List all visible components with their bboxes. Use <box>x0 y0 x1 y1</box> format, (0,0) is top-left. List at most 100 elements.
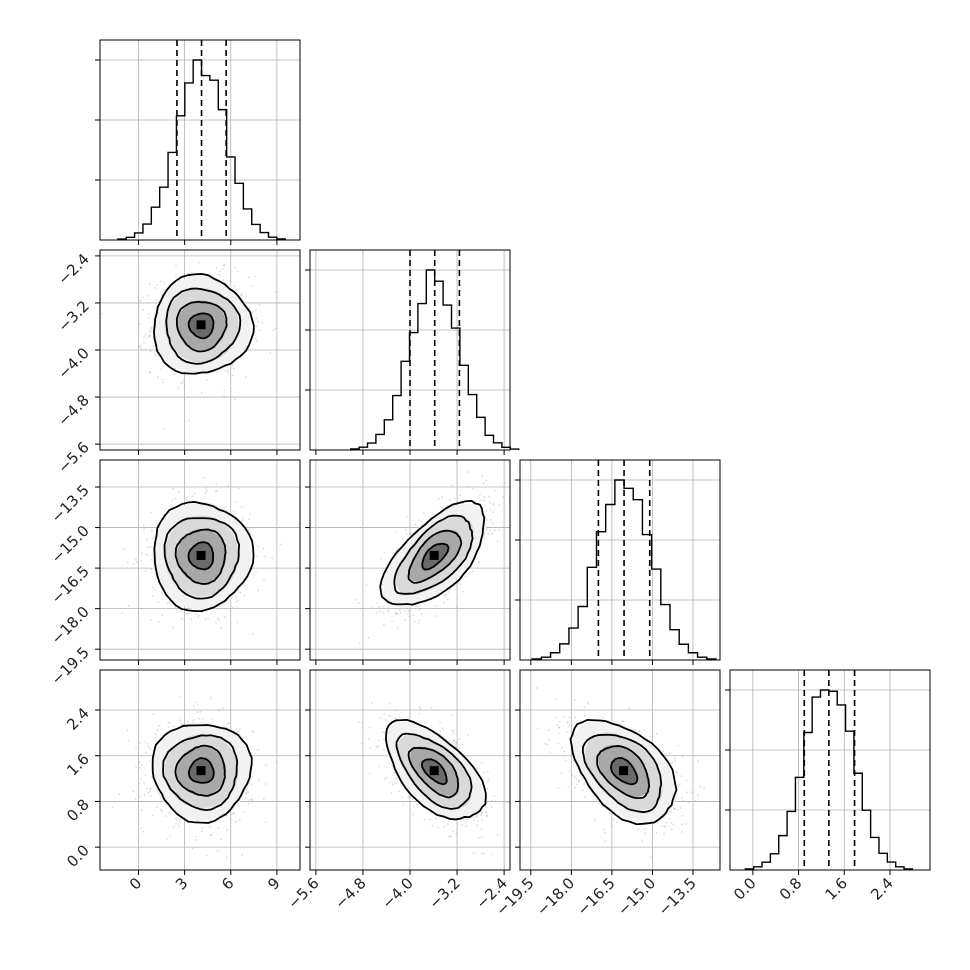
sample-point <box>226 828 228 831</box>
sample-point <box>217 849 220 852</box>
sample-point <box>196 711 199 714</box>
sample-point <box>197 261 200 264</box>
sample-point <box>206 378 208 381</box>
sample-point <box>170 505 173 508</box>
sample-point <box>405 515 408 518</box>
sample-point <box>467 485 470 488</box>
sample-point <box>157 621 160 623</box>
sample-point <box>279 543 282 546</box>
sample-point <box>171 499 174 501</box>
sample-point <box>126 729 129 732</box>
sample-point <box>405 528 407 531</box>
sample-point <box>448 835 451 838</box>
sample-point <box>145 751 147 754</box>
sample-point <box>365 584 368 587</box>
sample-point <box>155 283 158 286</box>
hist-panel-0 <box>95 39 301 241</box>
sample-point <box>250 285 253 288</box>
sample-point <box>227 371 230 374</box>
scatter-panel-2-0 <box>99 459 301 661</box>
sample-point <box>263 555 266 558</box>
sample-point <box>256 555 258 558</box>
sample-point <box>185 499 188 501</box>
sample-point <box>494 529 497 532</box>
sample-point <box>489 529 491 532</box>
sample-point <box>462 590 464 593</box>
sample-point <box>272 329 275 331</box>
sample-point <box>371 702 374 704</box>
sample-point <box>162 381 164 384</box>
sample-point <box>244 585 247 588</box>
sample-point <box>466 471 469 473</box>
sample-point <box>402 803 405 805</box>
contour-level-1 <box>163 517 241 600</box>
density-peak <box>196 766 206 776</box>
density-peak <box>429 550 439 560</box>
sample-point <box>215 266 218 269</box>
sample-point <box>135 766 138 768</box>
sample-point <box>143 336 146 338</box>
sample-point <box>191 847 194 850</box>
sample-point <box>677 744 680 747</box>
sample-point <box>262 547 264 550</box>
sample-point <box>177 386 180 389</box>
sample-point <box>644 832 647 835</box>
sample-point <box>143 341 145 344</box>
sample-point <box>161 809 163 812</box>
sample-point <box>138 742 141 744</box>
sample-point <box>407 716 410 719</box>
sample-point <box>132 790 135 792</box>
sample-point <box>138 323 141 326</box>
sample-point <box>235 605 238 608</box>
contour-level-1 <box>395 732 473 810</box>
sample-point <box>432 513 435 516</box>
sample-point <box>482 499 485 502</box>
sample-point <box>498 504 501 507</box>
hist-frame-2 <box>519 459 721 661</box>
sample-point <box>236 621 239 624</box>
sample-point <box>375 745 378 748</box>
sample-point <box>452 739 455 742</box>
sample-point <box>445 596 447 598</box>
sample-point <box>235 288 238 291</box>
sample-point <box>473 819 476 822</box>
sample-point <box>150 619 153 622</box>
sample-point <box>383 778 386 780</box>
sample-point <box>486 519 489 521</box>
sample-point <box>480 761 483 764</box>
sample-point <box>149 329 152 332</box>
contour-level-1 <box>165 287 242 365</box>
sample-point <box>235 511 238 513</box>
sample-point <box>127 604 130 607</box>
sample-point <box>185 612 188 615</box>
sample-point <box>140 559 143 562</box>
sample-point <box>151 787 153 790</box>
sample-point <box>376 611 379 614</box>
sample-point <box>622 720 625 722</box>
sample-point <box>442 727 444 730</box>
sample-point <box>147 745 150 748</box>
sample-point <box>157 601 160 604</box>
sample-point <box>177 491 180 493</box>
sample-point <box>434 817 437 820</box>
sample-point <box>234 820 237 823</box>
sample-point <box>151 814 154 817</box>
sample-point <box>490 806 493 809</box>
sample-point <box>177 817 180 820</box>
sample-point <box>369 772 372 775</box>
sample-point <box>637 827 640 830</box>
sample-point <box>357 721 360 724</box>
sample-point <box>383 748 386 751</box>
sample-point <box>123 548 126 551</box>
sample-point <box>487 533 490 535</box>
sample-point <box>201 718 204 721</box>
sample-point <box>149 787 152 790</box>
sample-point <box>385 776 388 779</box>
sample-point <box>140 827 142 830</box>
sample-point <box>161 378 164 381</box>
contour-level-2 <box>174 744 226 797</box>
sample-point <box>357 602 360 605</box>
sample-point <box>194 701 197 704</box>
sample-point <box>406 607 408 610</box>
sample-point <box>149 760 152 763</box>
